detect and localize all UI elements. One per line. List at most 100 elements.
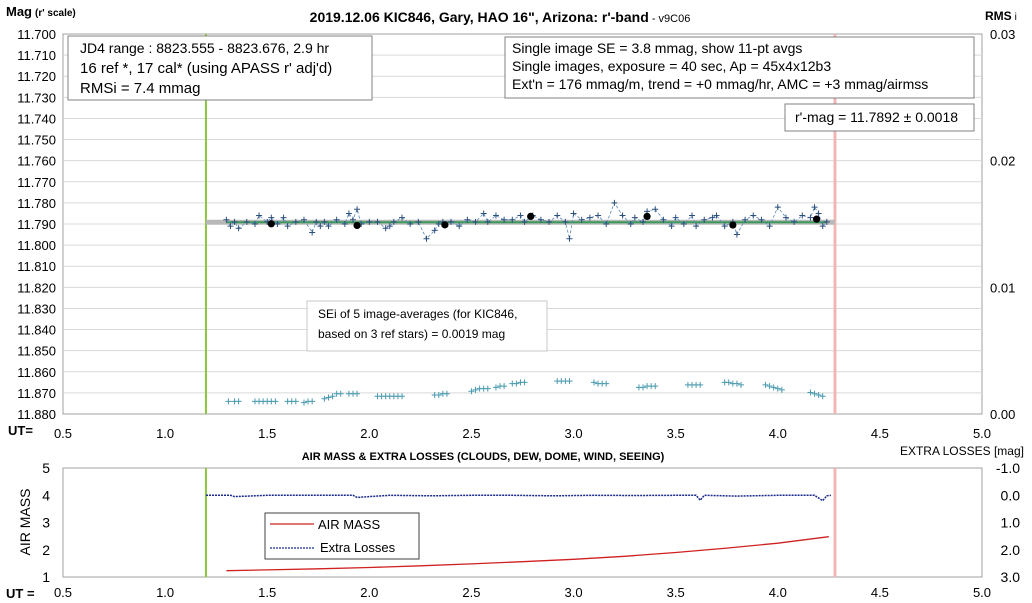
bottom-x-tick-label: 0.5 [54,585,72,600]
average-point [353,221,361,230]
legend-losses-label: Extra Losses [320,540,396,555]
x-tick-label: 4.5 [871,426,889,441]
single-image-point [325,223,332,230]
single-image-point [284,223,291,230]
info-left-line-3: RMSi = 7.4 mmag [80,80,200,97]
single-image-point [313,218,320,225]
single-image-point [819,223,826,230]
y2-tick-labels: 0.03 0.02 0.01 0.00 [990,27,1015,422]
x-tick-label: 1.0 [156,426,174,441]
average-point [812,215,821,223]
average-point [729,221,737,229]
rmsi-point [652,383,659,390]
bottom-y2-tick-label: 1.0 [1001,515,1021,531]
sei-line-1: SEi of 5 image-averages (for KIC846, [318,307,517,321]
single-image-point [521,218,528,225]
rmsi-point [733,380,740,387]
x-tick-label: 1.5 [258,426,276,441]
single-image-point [317,223,324,230]
y-axis-label-sub: (r' scale) [35,8,76,19]
bottom-x-tick-label: 3.0 [565,585,583,600]
rmsi-point [762,381,769,388]
single-image-point [578,216,585,223]
y-tick-label: 11.750 [17,133,56,148]
rmsi-point [501,383,508,390]
single-image-point [537,216,544,223]
single-image-point [431,227,438,234]
single-image-point [399,214,406,221]
single-image-point [611,199,618,206]
single-image-point [570,210,577,217]
single-image-point [693,223,700,230]
single-image-point [595,212,602,219]
y2-tick-label: 0.01 [990,280,1015,295]
rmsi-point [603,380,610,387]
bottom-y2-tick-labels: -1.0 0.0 1.0 2.0 3.0 [996,460,1020,585]
bottom-x-tick-label: 2.0 [360,585,378,600]
single-image-point [243,218,250,225]
airmass-chart: AIR MASS & EXTRA LOSSES (CLOUDS, DEW, DO… [6,444,1024,601]
single-image-point [509,216,516,223]
y-tick-label: 11.830 [17,301,56,316]
single-image-point [354,206,361,213]
rmsi-point [472,386,479,393]
bottom-x-tick-label: 1.5 [258,585,276,600]
info-right-line-2: Single images, exposure = 40 sec, Ap = 4… [512,58,831,74]
rmsi-point [337,390,344,397]
y-tick-label: 11.710 [17,48,56,63]
single-image-point [701,216,708,223]
single-image-point [464,216,471,223]
single-image-point [456,223,463,230]
result-box: r'-mag = 11.7892 ± 0.0018 [784,103,975,132]
averages-series [267,212,821,230]
bottom-y-tick-label: 4 [42,487,50,503]
single-image-point [374,218,381,225]
single-image-point [546,218,553,225]
bottom-x-tick-label: 4.5 [871,585,889,600]
result-text: r'-mag = 11.7892 ± 0.0018 [795,109,958,125]
single-image-point [672,214,679,221]
x-tick-label: 3.0 [565,426,583,441]
y2-tick-label: 0.03 [990,27,1015,42]
single-image-point [448,218,455,225]
bottom-y-tick-label: 3 [42,515,50,531]
rmsi-point [443,390,450,397]
single-image-point [631,214,638,221]
y-tick-label: 11.720 [17,69,56,84]
single-image-point [774,204,781,211]
single-image-point [766,223,773,230]
rmsi-point [774,385,781,392]
rmsi-point [435,392,442,398]
single-image-point [733,231,740,238]
single-image-point [251,221,258,227]
y-axis-label: Mag (r' scale) [6,4,76,19]
rmsi-point [354,390,361,397]
average-point [527,212,535,220]
single-image-point [492,212,499,219]
single-image-point [484,218,491,225]
y-tick-labels: 11.700 11.710 11.720 11.730 11.740 11.750 11.7… [17,27,56,422]
bottom-x-tick-label: 5.0 [973,585,991,600]
single-image-point [709,214,716,221]
average-point [441,221,449,229]
rmsi-point [566,378,573,385]
single-image-point [750,212,757,219]
single-image-point [562,218,569,225]
info-right-line-3: Ext'n = 176 mmag/m, trend = +0 mmag/hr, … [512,76,928,92]
sei-box: SEi of 5 image-averages (for KIC846, bas… [306,300,548,352]
x-tick-label: 5.0 [973,426,991,441]
single-image-point [321,218,328,225]
x-tick-labels: 0.5 1.0 1.5 2.0 2.5 3.0 3.5 4.0 4.5 5.0 [54,426,991,441]
x-tick-label: 2.0 [360,426,378,441]
single-image-point [227,223,234,230]
single-image-point [300,216,307,223]
info-box-right: Single image SE = 3.8 mmag, show 11-pt a… [504,36,975,99]
y2-axis-label-sub: i [1015,12,1017,23]
y-tick-label: 11.770 [17,175,56,190]
single-image-point [292,218,299,225]
info-right-line-1: Single image SE = 3.8 mmag, show 11-pt a… [512,40,802,56]
bottom-x-tick-label: 4.0 [769,585,787,600]
single-image-point [566,235,573,242]
single-image-point [721,223,728,230]
rmsi-point [513,380,520,387]
